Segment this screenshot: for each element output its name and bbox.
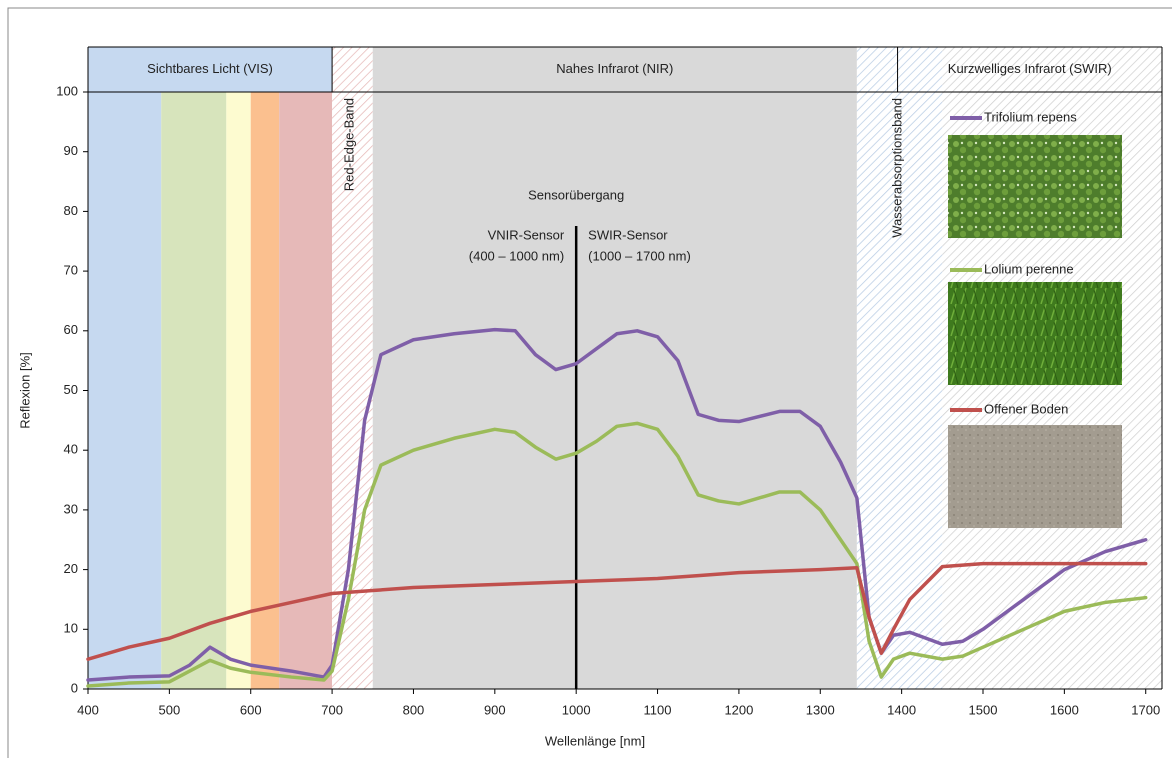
x-tick-label: 1300 — [806, 702, 835, 717]
x-tick-label: 800 — [403, 702, 425, 717]
y-tick-label: 70 — [64, 263, 78, 278]
x-tick-label: 700 — [321, 702, 343, 717]
annotation: Sensorübergang — [528, 187, 624, 202]
x-tick-label: 900 — [484, 702, 506, 717]
annotation: VNIR-Sensor — [488, 227, 565, 242]
legend-label: Lolium perenne — [984, 261, 1074, 276]
x-tick-label: 600 — [240, 702, 262, 717]
y-tick-label: 40 — [64, 442, 78, 457]
header-label: Nahes Infrarot (NIR) — [556, 61, 673, 76]
x-tick-label: 500 — [159, 702, 181, 717]
x-tick-label: 1700 — [1131, 702, 1160, 717]
header-label: Sichtbares Licht (VIS) — [147, 61, 273, 76]
region — [372, 47, 857, 689]
frame — [7, 7, 1172, 763]
y-tick-label: 50 — [64, 382, 78, 397]
annotation: Wasserabsorptionsband — [889, 98, 904, 238]
x-tick-label: 400 — [77, 702, 99, 717]
header-label: Kurzwelliges Infrarot (SWIR) — [948, 61, 1112, 76]
legend-photo — [948, 282, 1122, 385]
region — [161, 47, 227, 689]
region — [226, 47, 251, 689]
legend-photo — [948, 425, 1122, 528]
x-axis-label: Wellenlänge [nm] — [545, 733, 645, 748]
legend-label: Offener Boden — [984, 401, 1068, 416]
annotation: Red-Edge-Band — [341, 98, 356, 191]
y-tick-label: 100 — [56, 83, 78, 98]
region — [279, 47, 333, 689]
series-line — [86, 327, 1148, 682]
x-tick-label: 1500 — [969, 702, 998, 717]
series-line — [86, 561, 1148, 661]
x-tick-label: 1200 — [724, 702, 753, 717]
y-tick-label: 20 — [64, 561, 78, 576]
y-tick-label: 60 — [64, 322, 78, 337]
x-tick-label: 1600 — [1050, 702, 1079, 717]
region — [250, 47, 280, 689]
annotation: (400 – 1000 nm) — [469, 248, 564, 263]
header-band — [88, 47, 333, 92]
region — [88, 47, 162, 689]
y-tick-label: 10 — [64, 621, 78, 636]
y-tick-label: 80 — [64, 203, 78, 218]
annotation: SWIR-Sensor — [588, 227, 668, 242]
y-tick-label: 90 — [64, 143, 78, 158]
x-tick-label: 1100 — [644, 702, 672, 717]
y-tick-label: 0 — [71, 680, 78, 695]
x-tick-label: 1000 — [562, 702, 591, 717]
x-tick-label: 1400 — [887, 702, 916, 717]
series-line — [86, 421, 1148, 688]
annotation: (1000 – 1700 nm) — [588, 248, 691, 263]
legend-photo — [948, 135, 1122, 238]
y-axis-label: Reflexion [%] — [17, 352, 32, 429]
legend-label: Trifolium repens — [984, 109, 1077, 124]
y-tick-label: 30 — [64, 501, 78, 516]
